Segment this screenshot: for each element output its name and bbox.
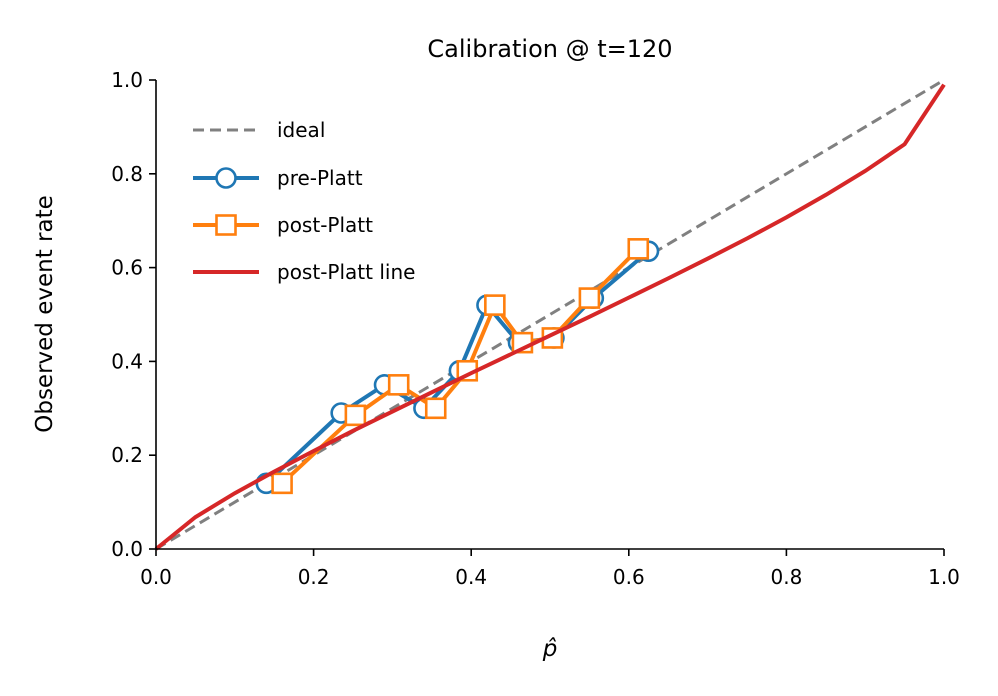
data-point — [424, 397, 447, 420]
legend-label: ideal — [277, 118, 325, 142]
y-axis-label: Observed event rate — [32, 195, 58, 433]
data-point — [271, 472, 293, 495]
series-line-pre-platt — [264, 249, 650, 485]
chart-title: Calibration @ t=120 — [427, 35, 672, 63]
legend-item-pre-platt: pre-Platt — [193, 166, 363, 190]
legend-marker — [215, 214, 237, 236]
data-point — [484, 294, 506, 316]
y-axis-ticks: 0.0 0.2 0.4 0.6 0.8 1.0 — [111, 68, 156, 561]
series-line-post-platt-line — [154, 83, 946, 551]
x-tick-label: 0.4 — [455, 565, 487, 589]
data-point — [344, 404, 367, 427]
legend-item-post-platt: post-Platt — [193, 213, 373, 237]
legend-label: pre-Platt — [277, 166, 363, 190]
legend-label: post-Platt — [277, 213, 373, 237]
series-post-platt — [271, 238, 650, 495]
y-tick-label: 0.2 — [111, 443, 143, 467]
y-tick-label: 0.8 — [111, 162, 143, 186]
legend-item-ideal: ideal — [193, 118, 325, 142]
x-axis-label: p̂ — [542, 636, 558, 662]
y-tick-label: 0.4 — [111, 349, 143, 373]
legend: ideal pre-Platt post-Platt post-Platt line — [193, 118, 415, 284]
legend-marker — [215, 167, 237, 189]
y-tick-label: 1.0 — [111, 68, 143, 92]
data-point — [627, 238, 650, 260]
legend-item-post-platt-line: post-Platt line — [193, 260, 415, 284]
y-tick-label: 0.6 — [111, 256, 143, 280]
x-tick-label: 0.0 — [140, 565, 172, 589]
legend-label: post-Platt line — [277, 260, 415, 284]
x-tick-label: 1.0 — [928, 565, 960, 589]
plot-area — [154, 78, 946, 551]
x-axis-ticks: 0.0 0.2 0.4 0.6 0.8 1.0 — [140, 549, 960, 589]
data-point — [578, 287, 601, 309]
x-tick-label: 0.8 — [770, 565, 802, 589]
y-tick-label: 0.0 — [111, 537, 143, 561]
series-line-post-platt — [280, 247, 640, 485]
series-post-platt-line — [154, 83, 946, 551]
x-tick-label: 0.6 — [613, 565, 645, 589]
x-tick-label: 0.2 — [298, 565, 330, 589]
data-point — [387, 374, 410, 396]
